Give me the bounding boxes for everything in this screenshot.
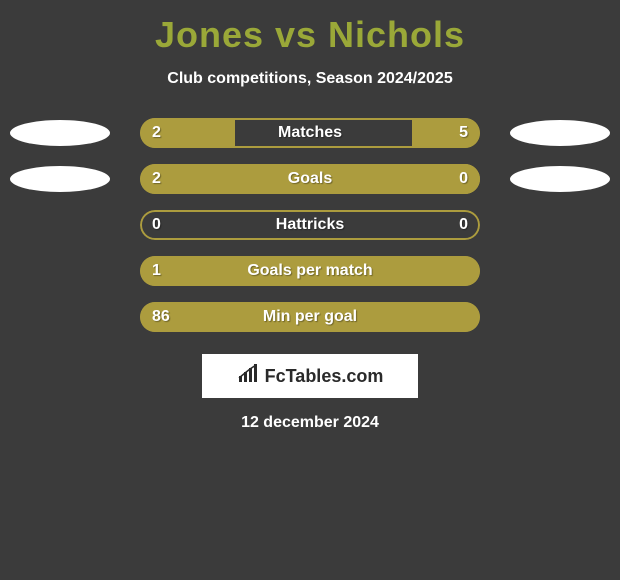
stat-bar: Matches 2 5 <box>140 118 480 148</box>
bar-value-left: 1 <box>152 262 161 280</box>
bar-value-right: 5 <box>459 124 468 142</box>
bar-value-right: 0 <box>459 170 468 188</box>
player-left-oval <box>10 166 110 192</box>
bar-right-fill <box>412 164 480 194</box>
subtitle: Club competitions, Season 2024/2025 <box>0 70 620 88</box>
bar-label: Min per goal <box>263 308 357 326</box>
player-right-oval <box>510 166 610 192</box>
comparison-rows: Matches 2 5 Goals 2 0 Hattricks 0 0 Goals per mat… <box>0 118 620 332</box>
stat-bar: Goals per match 1 <box>140 256 480 286</box>
bar-label: Matches <box>278 124 342 142</box>
stat-bar: Min per goal 86 <box>140 302 480 332</box>
comparison-row: Goals per match 1 <box>0 256 620 286</box>
bar-label: Goals per match <box>247 262 372 280</box>
brand-box[interactable]: FcTables.com <box>202 354 418 398</box>
date-text: 12 december 2024 <box>0 414 620 432</box>
stat-bar: Goals 2 0 <box>140 164 480 194</box>
bar-value-left: 86 <box>152 308 170 326</box>
bar-value-left: 2 <box>152 124 161 142</box>
brand-text: FcTables.com <box>265 366 384 387</box>
chart-icon <box>237 364 261 389</box>
player-left-oval <box>10 120 110 146</box>
bar-right-fill <box>412 118 480 148</box>
page-title: Jones vs Nichols <box>0 0 620 56</box>
player-right-oval <box>510 120 610 146</box>
bar-value-left: 2 <box>152 170 161 188</box>
bar-value-right: 0 <box>459 216 468 234</box>
bar-label: Goals <box>288 170 332 188</box>
comparison-row: Hattricks 0 0 <box>0 210 620 240</box>
bar-label: Hattricks <box>276 216 344 234</box>
comparison-row: Min per goal 86 <box>0 302 620 332</box>
stat-bar: Hattricks 0 0 <box>140 210 480 240</box>
comparison-row: Matches 2 5 <box>0 118 620 148</box>
comparison-row: Goals 2 0 <box>0 164 620 194</box>
bar-value-left: 0 <box>152 216 161 234</box>
